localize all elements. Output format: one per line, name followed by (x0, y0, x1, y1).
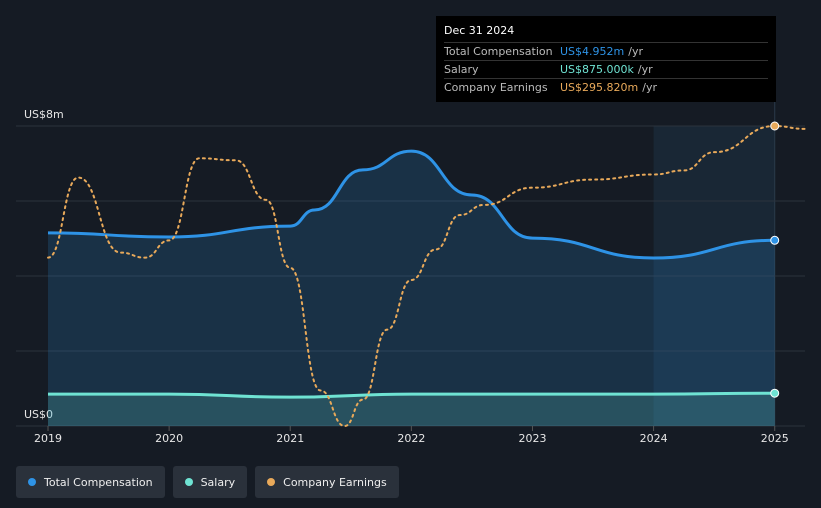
legend-item[interactable]: Salary (172, 466, 248, 498)
legend-item[interactable]: Total Compensation (16, 466, 165, 498)
x-tick-label: 2024 (640, 432, 668, 445)
legend-item[interactable]: Company Earnings (255, 466, 399, 498)
y-tick-label: US$8m (24, 108, 64, 121)
tooltip-unit: /yr (637, 63, 653, 76)
tooltip-unit: /yr (642, 81, 657, 94)
legend-swatch (28, 478, 36, 486)
tooltip-title: Dec 31 2024 (444, 24, 515, 37)
series-line (47, 124, 806, 428)
y-tick-label: US$0 (24, 408, 53, 421)
tooltip-label: Total Compensation (444, 45, 553, 58)
end-dot (770, 235, 780, 245)
tooltip-value: US$875.000k (560, 63, 634, 76)
x-tick-label: 2022 (397, 432, 425, 445)
end-dot (770, 388, 780, 398)
area (48, 151, 775, 426)
legend-label: Total Compensation (44, 475, 153, 489)
series-line (48, 391, 775, 399)
tooltip-label: Company Earnings (444, 81, 548, 94)
tooltip-row: Salary US$875.000k/yr (444, 60, 768, 78)
x-tick-label: 2020 (155, 432, 183, 445)
legend-label: Salary (200, 475, 236, 489)
x-tick-label: 2025 (761, 432, 789, 445)
tooltip-value: US$4.952m (560, 45, 625, 58)
tooltip-row: Company Earnings US$295.820m/yr (444, 78, 768, 96)
end-dot (770, 121, 780, 131)
tooltip-value: US$295.820m (560, 81, 639, 94)
chart: US$0 US$8m 2019 2020 2021 2022 2023 2024 2025 (16, 100, 806, 445)
legend: Total Compensation Salary Company Earnings (16, 466, 399, 498)
x-tick-label: 2021 (276, 432, 304, 445)
tooltip-unit: /yr (628, 45, 643, 58)
legend-swatch (184, 478, 193, 486)
series-line (47, 149, 775, 260)
tooltip: Dec 31 2024 Total Compensation US$4.952m /… (436, 16, 776, 102)
x-tick-label: 2023 (518, 432, 546, 445)
legend-label: Company Earnings (283, 475, 387, 489)
x-tick-label: 2019 (34, 432, 62, 445)
legend-swatch (267, 478, 276, 486)
tooltip-label: Salary (444, 63, 479, 76)
area (48, 393, 775, 426)
tooltip-row: Total Compensation US$4.952m/yr (444, 42, 768, 60)
